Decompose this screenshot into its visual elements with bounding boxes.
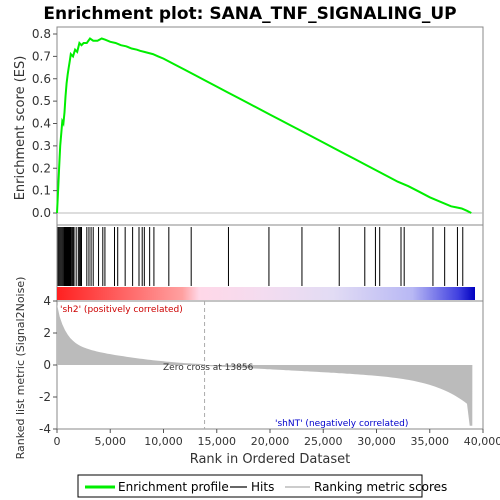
es-y-tick-label: 0.6	[32, 72, 51, 86]
x-tick-label: 5,000	[95, 435, 127, 448]
x-tick-label: 0	[54, 435, 61, 448]
es-y-tick-label: 0.5	[32, 94, 51, 108]
legend-label-hits: Hits	[251, 480, 274, 494]
metric-y-tick-label: -2	[39, 390, 51, 404]
x-tick-label: 30,000	[357, 435, 396, 448]
x-tick-label: 15,000	[198, 435, 237, 448]
zero-cross-label: Zero cross at 13856	[163, 363, 254, 373]
x-tick-label: 10,000	[144, 435, 183, 448]
negative-correlation-label: 'shNT' (negatively correlated)	[275, 419, 408, 429]
x-tick-label: 35,000	[411, 435, 450, 448]
legend-label-profile: Enrichment profile	[118, 480, 229, 494]
metric-y-tick-label: 4	[43, 294, 51, 308]
es-y-tick-label: 0.1	[32, 184, 51, 198]
es-y-tick-label: 0.4	[32, 117, 51, 131]
hit-markers	[57, 227, 464, 286]
metric-y-tick-label: -4	[39, 422, 51, 436]
x-tick-label: 40,000	[464, 435, 500, 448]
x-tick-label: 25,000	[304, 435, 343, 448]
x-tick-label: 20,000	[251, 435, 290, 448]
es-panel: 0.0 0.1 0.2 0.3 0.4 0.5 0.6 0.7 0.8 Enrichment s…	[13, 26, 484, 226]
positive-correlation-label: 'sh2' (positively correlated)	[60, 305, 183, 315]
legend: Enrichment profile Hits Ranking metric s…	[77, 474, 447, 498]
hits-panel	[56, 224, 484, 302]
x-axis-label: Rank in Ordered Dataset	[190, 452, 351, 467]
metric-y-tick-label: 2	[43, 326, 51, 340]
metric-panel: Zero cross at 13856 'sh2' (positively co…	[14, 277, 484, 460]
chart-title: Enrichment plot: SANA_TNF_SIGNALING_UP	[43, 4, 456, 24]
metric-y-axis-label: Ranked list metric (Signal2Noise)	[14, 277, 27, 460]
es-y-tick-label: 0.0	[32, 206, 51, 220]
es-y-tick-label: 0.8	[32, 27, 51, 41]
es-y-tick-label: 0.7	[32, 49, 51, 63]
enrichment-profile-line	[56, 37, 472, 214]
x-axis-ticks: 0 5,000 10,000 15,000 20,000 25,000 30,000 35,0…	[54, 429, 500, 448]
es-panel-frame	[56, 26, 484, 226]
es-y-ticks: 0.0 0.1 0.2 0.3 0.4 0.5 0.6 0.7 0.8	[32, 27, 57, 220]
es-y-tick-label: 0.3	[32, 139, 51, 153]
es-y-tick-label: 0.2	[32, 161, 51, 175]
metric-y-tick-label: 0	[43, 358, 51, 372]
legend-frame	[77, 474, 423, 498]
ranking-metric-area	[57, 304, 473, 426]
es-y-axis-label: Enrichment score (ES)	[13, 56, 28, 201]
legend-label-metric: Ranking metric scores	[314, 480, 447, 494]
ranking-gradient-bar	[57, 287, 475, 300]
metric-y-ticks: 4 2 0 -2 -4	[39, 294, 57, 436]
